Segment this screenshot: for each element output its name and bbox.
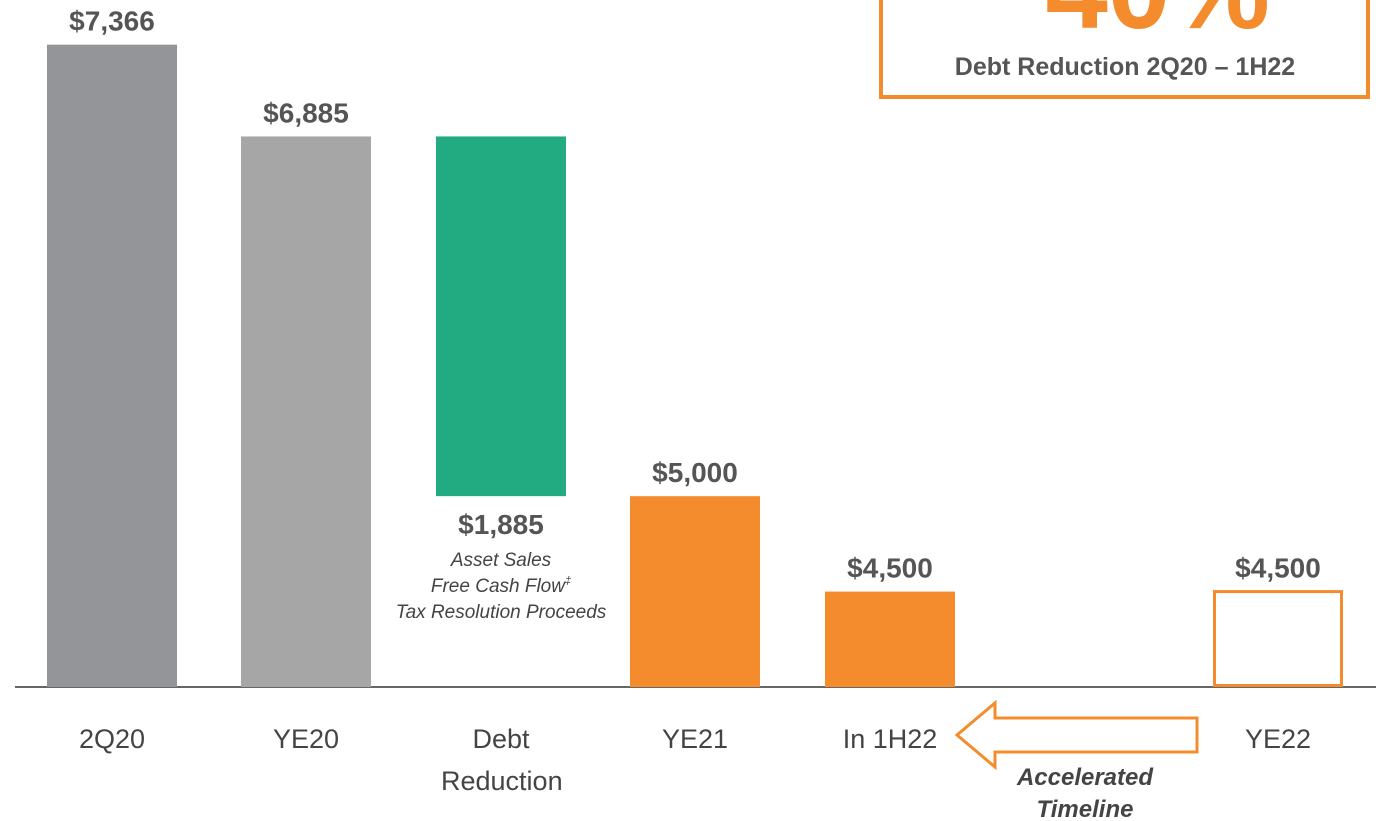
note-mark: ‡ bbox=[565, 575, 571, 587]
callout-value: ~40% bbox=[980, 0, 1270, 52]
callout-label: Debt Reduction 2Q20 – 1H22 bbox=[955, 53, 1295, 81]
arrow bbox=[954, 699, 1199, 771]
value-label: $4,500 bbox=[847, 553, 933, 584]
x-tick-label: YE22 bbox=[1244, 724, 1312, 754]
value-label: $1,885 bbox=[458, 509, 544, 540]
bar bbox=[630, 496, 760, 687]
value-label: $5,000 bbox=[652, 457, 738, 488]
note: Tax Resolution Proceeds bbox=[396, 602, 607, 623]
note: Free Cash Flow‡ bbox=[431, 575, 571, 597]
value-label: $6,885 bbox=[263, 97, 349, 128]
bar bbox=[47, 44, 177, 687]
bar-target bbox=[1213, 590, 1343, 687]
note: Asset Sales bbox=[450, 550, 552, 571]
x-tick-label: YE20 bbox=[272, 724, 340, 754]
bar bbox=[825, 591, 955, 687]
arrow-label: Accelerated Timeline bbox=[1016, 764, 1154, 821]
value-label: $4,500 bbox=[1235, 553, 1321, 584]
bar bbox=[436, 136, 566, 497]
x-tick-label: In 1H22 bbox=[842, 724, 938, 754]
callout-box bbox=[879, 0, 1370, 99]
bar bbox=[241, 136, 371, 688]
value-label: $7,366 bbox=[69, 6, 155, 37]
x-tick-label: 2Q20 bbox=[78, 724, 146, 754]
x-tick-label: YE21 bbox=[661, 724, 729, 754]
x-tick-label: Debt Reduction bbox=[441, 724, 563, 796]
